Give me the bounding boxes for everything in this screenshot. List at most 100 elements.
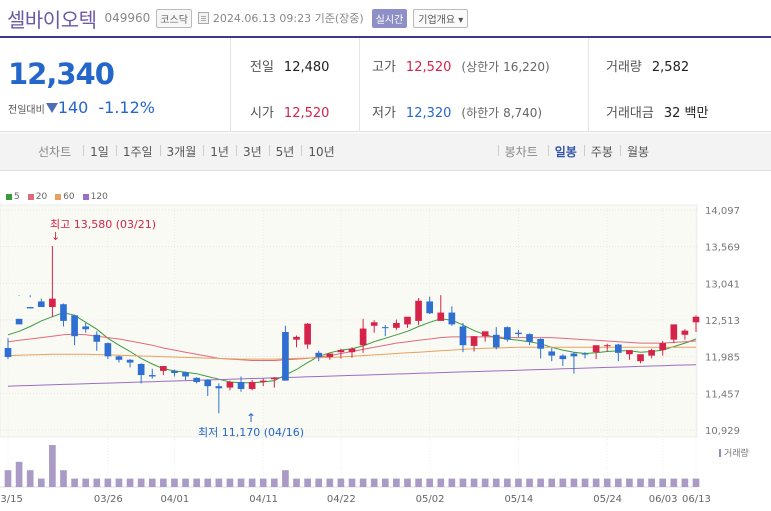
candle-body <box>681 330 689 335</box>
price-panel: 12,340 전일대비 140 -1.12% 전일 12,480 고가 12,5… <box>0 36 771 132</box>
y-tick-label: 14,097 <box>705 206 740 217</box>
legend-ma5[interactable]: 5 <box>6 192 20 202</box>
candle-body <box>270 377 278 380</box>
y-axis-ticks: 14,097 13,569 13,041 12,513 11,985 11,457 10,9… <box>705 206 740 437</box>
chart-tab-bar: 선차트 1일 1주일 3개월 1년 3년 5년 10년 봉차트 일봉 주봉 월봉 <box>0 133 771 171</box>
volume-bar <box>426 478 434 487</box>
candle-body <box>415 300 422 321</box>
stock-header: 셀바이오텍 049960 코스닥 2024.06.13 09:23 기준(장중)… <box>0 0 771 36</box>
current-price-box: 12,340 전일대비 140 -1.12% <box>0 38 231 132</box>
volume-bar <box>160 478 167 487</box>
candlestick-chart[interactable]: 14,097 13,569 13,041 12,513 11,985 11,457 10,9… <box>0 200 771 511</box>
candle-body <box>592 345 600 353</box>
high-label: 고가 <box>372 60 396 75</box>
volume-bar <box>4 470 12 487</box>
max-arrow-icon: ↓ <box>51 230 60 243</box>
legend-ma120[interactable]: 120 <box>82 192 108 202</box>
candle-body <box>49 298 56 308</box>
volume-bar <box>626 478 633 487</box>
volume-bar <box>348 478 356 487</box>
quote-timestamp: 2024.06.13 09:23 기준(장중) <box>212 12 364 25</box>
prev-close-label: 전일 <box>250 60 274 75</box>
volume-bar <box>315 478 323 487</box>
candle-body <box>570 353 578 357</box>
candle-body <box>104 343 112 357</box>
tab-1y[interactable]: 1년 <box>203 143 236 160</box>
volume-bar <box>282 470 289 487</box>
stock-code: 049960 <box>104 11 151 25</box>
volume-bar <box>559 478 567 487</box>
candle-chart-label: 봉차트 <box>497 143 548 160</box>
legend-label: 60 <box>63 192 75 202</box>
candle-body <box>670 324 678 340</box>
tab-1w[interactable]: 1주일 <box>115 143 160 160</box>
legend-ma60[interactable]: 60 <box>55 192 75 202</box>
candle-body <box>648 350 655 356</box>
candle-body <box>282 332 289 381</box>
amount-number: 32 <box>663 106 681 121</box>
amount-label: 거래대금 <box>606 106 654 121</box>
company-overview-label: 기업개요 <box>418 14 456 26</box>
x-tick-label: 05/14 <box>504 494 533 505</box>
volume-bar <box>481 478 489 487</box>
candle-body <box>226 382 234 388</box>
candle-body <box>304 323 311 345</box>
candle-body <box>526 334 533 342</box>
company-overview-button[interactable]: 기업개요 ▾ <box>413 8 469 28</box>
tab-5y[interactable]: 5년 <box>268 143 302 160</box>
y-tick-label: 12,513 <box>705 316 740 327</box>
candle-body <box>160 366 167 371</box>
volume-bar <box>603 478 611 487</box>
low-label: 저가 <box>372 106 396 121</box>
volume-bar <box>237 478 245 487</box>
x-tick-label: 05/02 <box>416 494 445 505</box>
volume-bar <box>104 478 112 487</box>
volume-bar <box>504 478 511 487</box>
volume-bar <box>82 478 90 487</box>
divider <box>359 38 360 132</box>
y-tick-label: 10,929 <box>705 426 740 437</box>
max-label: 최고 13,580 (03/21) <box>50 218 156 231</box>
volume-bar <box>592 478 600 487</box>
y-tick-label: 11,985 <box>705 353 740 364</box>
candle-body <box>515 332 522 335</box>
tab-1d[interactable]: 1일 <box>83 143 116 160</box>
volume-bar <box>270 478 278 487</box>
candle-body <box>60 304 67 321</box>
tab-3m[interactable]: 3개월 <box>159 143 204 160</box>
tab-daily[interactable]: 일봉 <box>547 143 584 160</box>
candle-body <box>381 327 389 329</box>
volume-bar <box>492 478 500 487</box>
x-tick-label: 03/26 <box>94 494 123 505</box>
realtime-button[interactable]: 실시간 <box>371 8 408 28</box>
volume-bar <box>537 478 544 487</box>
volume-bar <box>115 478 123 487</box>
lower-limit-value: 8,740) <box>503 106 543 120</box>
volume-bar <box>26 470 34 487</box>
tab-10y[interactable]: 10년 <box>301 143 341 160</box>
legend-ma20[interactable]: 20 <box>27 192 47 202</box>
prev-close-value: 12,480 <box>283 60 330 75</box>
candle-body <box>326 353 334 358</box>
volume-bar <box>226 478 234 487</box>
high-value: 12,520 <box>405 60 452 75</box>
tab-3y[interactable]: 3년 <box>235 143 269 160</box>
x-tick-label: 03/15 <box>0 494 23 505</box>
x-tick-label: 04/11 <box>249 494 278 505</box>
tab-weekly[interactable]: 주봉 <box>583 143 620 160</box>
change-label: 전일대비 <box>8 105 45 116</box>
amount-unit: 백만 <box>684 106 709 121</box>
volume-legend-swatch <box>719 449 721 457</box>
volume-bar <box>60 470 67 487</box>
candle-body <box>259 380 267 383</box>
low-cell: 저가 12,320 (하한가 8,740) <box>372 102 542 121</box>
change-row: 전일대비 140 -1.12% <box>8 98 155 117</box>
candle-body <box>504 327 511 340</box>
tab-monthly[interactable]: 월봉 <box>619 143 656 160</box>
document-icon[interactable] <box>197 12 209 24</box>
volume-bar <box>437 478 445 487</box>
candle-body <box>626 350 633 355</box>
volume-bar <box>137 478 145 487</box>
candle-body <box>126 359 134 363</box>
legend-swatch <box>6 194 12 200</box>
